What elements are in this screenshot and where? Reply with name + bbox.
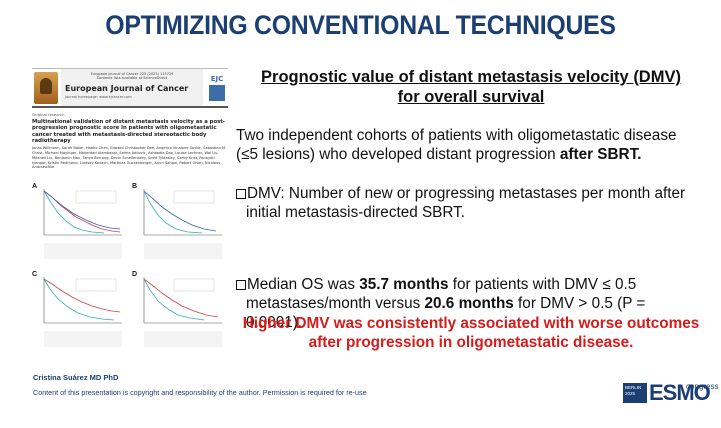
paper-thumbnail: European Journal of Cancer 225 (2025) 11… <box>32 68 228 170</box>
paper-authors: Jonas Willmann, Sarah Baker, Haoho Chen,… <box>32 146 227 170</box>
paper-contents-note: Contents lists available at ScienceDirec… <box>96 76 168 80</box>
km-plot-d <box>143 277 222 347</box>
esmo-congress-text: congress <box>686 382 719 391</box>
checkbox-bullet-icon <box>236 280 246 290</box>
bullet-median-os: Median OS was 35.7 months for patients w… <box>236 275 706 332</box>
km-plot-b <box>143 189 222 259</box>
esmo-wordmark: ESMO <box>649 380 711 405</box>
panel-letter-b: B <box>132 183 138 190</box>
checkbox-bullet-icon <box>236 189 246 199</box>
intro-paragraph: Two independent cohorts of patients with… <box>236 126 706 164</box>
slide-title: OPTIMIZING CONVENTIONAL TECHNIQUES <box>105 10 616 40</box>
bullet2-bold-1: 35.7 months <box>359 276 449 293</box>
esmo-congress-logo: BERLIN 2025 ESMO congress <box>623 380 718 408</box>
bullet1-line-2: initial metastasis-directed SBRT. <box>246 204 466 221</box>
paper-title: Multinational validation of distant meta… <box>32 119 225 144</box>
paper-article-type: Original research <box>32 112 65 117</box>
figure-panel-c: C <box>32 271 126 351</box>
copyright-notice: Content of this presentation is copyrigh… <box>33 388 367 397</box>
ejc-logo-icon: EJC <box>206 72 228 104</box>
bullet1-line-1: DMV: Number of new or progressing metast… <box>247 185 686 202</box>
paper-figures: A B C <box>32 183 230 353</box>
highlight-line-2: after progression in oligometastatic dis… <box>308 334 634 351</box>
figure-panel-d: D <box>132 271 226 351</box>
panel-letter-d: D <box>132 271 138 278</box>
conclusion-highlight: Higher DMV was consistently associated w… <box>236 314 706 352</box>
bullet2-line2-suffix: for DMV > 0.5 (P = <box>513 295 646 312</box>
bullet2-bold-2: 20.6 months <box>424 295 514 312</box>
km-plot-a <box>43 189 122 259</box>
elsevier-tree-icon <box>34 71 58 104</box>
bullet-dmv-definition: DMV: Number of new or progressing metast… <box>236 184 706 222</box>
esmo-berlin-badge: BERLIN 2025 <box>623 383 647 403</box>
ejc-logo-text: EJC <box>210 74 224 83</box>
paper-journal-banner: European Journal of Cancer 225 (2025) 11… <box>61 69 203 106</box>
subtitle-line-2: for overall survival <box>397 88 545 106</box>
bullet2-line-3: 0.0001). <box>246 314 303 331</box>
intro-line-1: Two independent cohorts of patients with… <box>236 127 677 144</box>
bullet2-mid-1: for patients with DMV ≤ 0.5 <box>448 276 637 293</box>
paper-homepage: journal homepage: www.ejcancer.com <box>65 95 132 99</box>
subtitle-line-1: Prognostic value of distant metastasis v… <box>261 68 681 86</box>
paper-journal-name: European Journal of Cancer <box>65 84 189 93</box>
paper-citation: European Journal of Cancer 225 (2025) 11… <box>90 72 174 76</box>
intro-line-2-bold: after SBRT. <box>559 146 642 163</box>
presenter-name: Cristina Suárez MD PhD <box>33 373 119 382</box>
panel-letter-a: A <box>32 183 38 190</box>
paper-header: European Journal of Cancer 225 (2025) 11… <box>32 68 228 108</box>
ejc-cover-icon <box>209 84 225 101</box>
intro-line-2-prefix: (≤5 lesions) who developed distant progr… <box>236 146 560 163</box>
figure-panel-a: A <box>32 183 126 263</box>
km-plot-c <box>43 277 122 347</box>
highlight-line-1: Higher DMV was consistently associated w… <box>242 315 700 332</box>
figure-panel-b: B <box>132 183 226 263</box>
panel-letter-c: C <box>32 271 38 278</box>
bullet2-line2-prefix: metastases/month versus <box>246 295 425 312</box>
bullet2-prefix: Median OS was <box>247 276 360 293</box>
slide-subtitle: Prognostic value of distant metastasis v… <box>236 67 706 107</box>
